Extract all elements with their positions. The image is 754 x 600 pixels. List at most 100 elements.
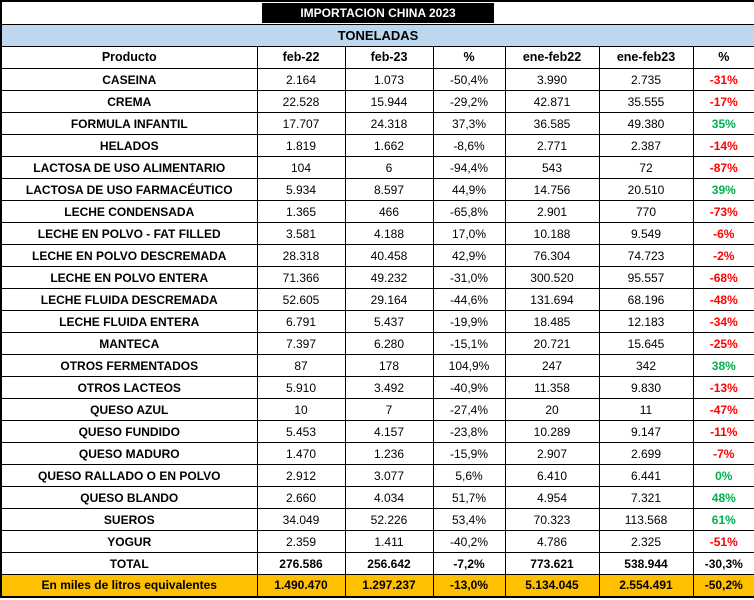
product-name: OTROS LACTEOS (0, 376, 258, 399)
pct-month: -31,0% (432, 266, 506, 289)
value-cell: 1.297.237 (344, 574, 434, 597)
pct-ytd: 39% (692, 178, 754, 201)
value-cell: 1.819 (256, 134, 346, 157)
value-cell: 113.568 (598, 508, 694, 531)
value-cell: 7.321 (598, 486, 694, 509)
units-subtitle: TONELADAS (0, 24, 754, 47)
product-name: QUESO BLANDO (0, 486, 258, 509)
pct-month: -40,9% (432, 376, 506, 399)
value-cell: 42.871 (504, 90, 600, 113)
pct-ytd: -30,3% (692, 552, 754, 575)
pct-month: -15,1% (432, 332, 506, 355)
pct-month: -94,4% (432, 156, 506, 179)
value-cell: 2.164 (256, 68, 346, 91)
value-cell: 15.645 (598, 332, 694, 355)
value-cell: 466 (344, 200, 434, 223)
value-cell: 5.437 (344, 310, 434, 333)
table-row: CREMA 22.528 15.944 -29,2% 42.871 35.555 -17% (0, 90, 754, 113)
table-row: LACTOSA DE USO ALIMENTARIO 104 6 -94,4% 543 7… (0, 156, 754, 179)
pct-month: -50,4% (432, 68, 506, 91)
value-cell: 12.183 (598, 310, 694, 333)
table-row: QUESO MADURO 1.470 1.236 -15,9% 2.907 2.699 -7… (0, 442, 754, 465)
value-cell: 9.147 (598, 420, 694, 443)
value-cell: 28.318 (256, 244, 346, 267)
value-cell: 36.585 (504, 112, 600, 135)
title-row: IMPORTACION CHINA 2023 (0, 0, 754, 25)
column-header: feb-23 (344, 46, 434, 69)
pct-month: 44,9% (432, 178, 506, 201)
total-label: TOTAL (0, 552, 258, 575)
value-cell: 300.520 (504, 266, 600, 289)
column-header: % (432, 46, 506, 69)
value-cell: 72 (598, 156, 694, 179)
product-name: LECHE EN POLVO ENTERA (0, 266, 258, 289)
value-cell: 104 (256, 156, 346, 179)
table-row: FORMULA INFANTIL 17.707 24.318 37,3% 36.585 4… (0, 112, 754, 135)
pct-ytd: 61% (692, 508, 754, 531)
product-name: LACTOSA DE USO ALIMENTARIO (0, 156, 258, 179)
value-cell: 770 (598, 200, 694, 223)
pct-ytd: -7% (692, 442, 754, 465)
pct-ytd: 38% (692, 354, 754, 377)
product-name: SUEROS (0, 508, 258, 531)
value-cell: 5.910 (256, 376, 346, 399)
value-cell: 95.557 (598, 266, 694, 289)
value-cell: 29.164 (344, 288, 434, 311)
value-cell: 1.365 (256, 200, 346, 223)
value-cell: 52.226 (344, 508, 434, 531)
value-cell: 178 (344, 354, 434, 377)
table-row: LECHE FLUIDA ENTERA 6.791 5.437 -19,9% 18.48… (0, 310, 754, 333)
value-cell: 76.304 (504, 244, 600, 267)
value-cell: 9.830 (598, 376, 694, 399)
value-cell: 22.528 (256, 90, 346, 113)
value-cell: 5.453 (256, 420, 346, 443)
value-cell: 2.699 (598, 442, 694, 465)
value-cell: 18.485 (504, 310, 600, 333)
column-header: feb-22 (256, 46, 346, 69)
pct-month: -7,2% (432, 552, 506, 575)
pct-ytd: -17% (692, 90, 754, 113)
value-cell: 35.555 (598, 90, 694, 113)
value-cell: 3.581 (256, 222, 346, 245)
value-cell: 49.232 (344, 266, 434, 289)
pct-ytd: -50,2% (692, 574, 754, 597)
value-cell: 34.049 (256, 508, 346, 531)
pct-ytd: -48% (692, 288, 754, 311)
value-cell: 3.990 (504, 68, 600, 91)
pct-ytd: 48% (692, 486, 754, 509)
pct-ytd: -13% (692, 376, 754, 399)
product-name: HELADOS (0, 134, 258, 157)
title-cell: IMPORTACION CHINA 2023 (0, 0, 754, 25)
value-cell: 1.470 (256, 442, 346, 465)
pct-ytd: -31% (692, 68, 754, 91)
product-name: OTROS FERMENTADOS (0, 354, 258, 377)
value-cell: 2.771 (504, 134, 600, 157)
value-cell: 10 (256, 398, 346, 421)
value-cell: 2.325 (598, 530, 694, 553)
pct-ytd: -25% (692, 332, 754, 355)
value-cell: 3.077 (344, 464, 434, 487)
value-cell: 543 (504, 156, 600, 179)
pct-month: 17,0% (432, 222, 506, 245)
pct-month: 53,4% (432, 508, 506, 531)
value-cell: 7.397 (256, 332, 346, 355)
pct-month: -27,4% (432, 398, 506, 421)
product-name: QUESO AZUL (0, 398, 258, 421)
value-cell: 247 (504, 354, 600, 377)
value-cell: 9.549 (598, 222, 694, 245)
pct-ytd: -73% (692, 200, 754, 223)
table-row: LECHE FLUIDA DESCREMADA 52.605 29.164 -44,6… (0, 288, 754, 311)
column-header: % (692, 46, 754, 69)
pct-month: -23,8% (432, 420, 506, 443)
value-cell: 2.554.491 (598, 574, 694, 597)
value-cell: 4.786 (504, 530, 600, 553)
table-row: HELADOS 1.819 1.662 -8,6% 2.771 2.387 -14% (0, 134, 754, 157)
equivalents-label: En miles de litros equivalentes (0, 574, 258, 597)
value-cell: 10.289 (504, 420, 600, 443)
product-name: QUESO MADURO (0, 442, 258, 465)
value-cell: 2.660 (256, 486, 346, 509)
total-row: TOTAL 276.586 256.642 -7,2% 773.621 538.… (0, 552, 754, 575)
pct-ytd: -68% (692, 266, 754, 289)
value-cell: 1.411 (344, 530, 434, 553)
